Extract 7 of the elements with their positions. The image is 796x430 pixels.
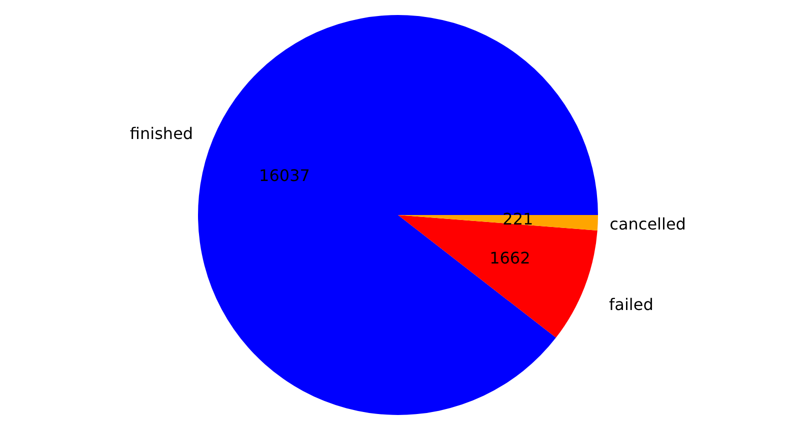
data-label: 1662 — [490, 248, 530, 268]
slice-label: finished — [130, 124, 194, 143]
data-label: 16037 — [259, 166, 310, 186]
slice-label: failed — [609, 295, 654, 314]
slice-label: cancelled — [610, 214, 686, 234]
pie-slice — [198, 15, 598, 415]
data-label: 221 — [502, 210, 534, 229]
